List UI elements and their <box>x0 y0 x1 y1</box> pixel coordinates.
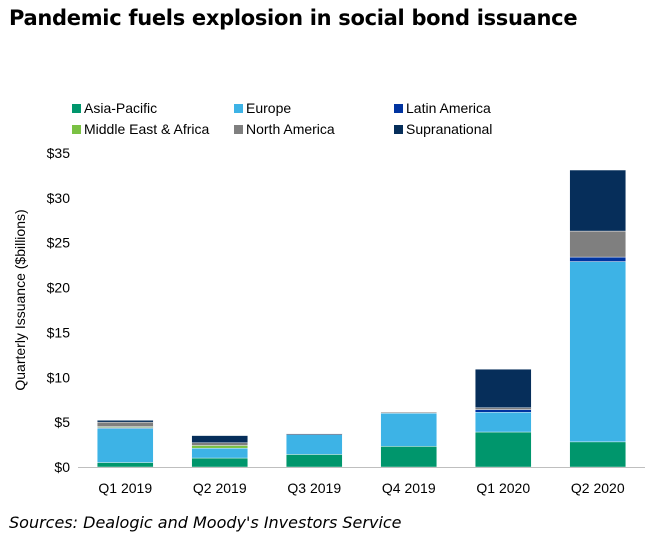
source-note: Sources: Dealogic and Moody's Investors … <box>9 513 402 532</box>
y-tick-label: $35 <box>47 145 71 161</box>
y-tick-label: $5 <box>54 414 70 430</box>
legend-swatch <box>234 125 243 134</box>
y-tick-label: $25 <box>47 235 71 251</box>
legend-swatch <box>72 125 81 134</box>
bar-segment <box>380 412 437 414</box>
y-tick-label: $10 <box>47 369 71 385</box>
x-tick-label: Q2 2020 <box>571 480 625 496</box>
bar-segment <box>191 435 248 443</box>
y-tick-label: $30 <box>47 190 71 206</box>
bar-segment <box>97 428 154 463</box>
bar-segment <box>475 412 532 433</box>
bar-segment <box>569 169 626 232</box>
x-axis: Q1 2019 Q2 2019 Q3 2019 Q4 2019 Q1 2020 Q2 20… <box>78 467 645 496</box>
bar-segment <box>97 420 154 423</box>
bar-segment <box>380 446 437 468</box>
x-tick-label: Q1 2020 <box>476 480 530 496</box>
y-tick-label: $20 <box>47 280 71 296</box>
bar-segment <box>286 454 343 468</box>
bar-segment <box>97 421 154 427</box>
legend-swatch <box>394 104 403 113</box>
bar-segment <box>380 412 437 447</box>
y-axis-label: Quarterly Issuance ($billions) <box>12 209 28 390</box>
legend: Asia-Pacific Europe Latin America Middle Ea… <box>72 100 492 137</box>
y-tick-label: $0 <box>54 459 70 475</box>
legend-swatch <box>72 104 81 113</box>
bar-segment <box>475 369 532 408</box>
legend-label: Middle East & Africa <box>84 121 209 137</box>
bars <box>97 169 626 468</box>
x-tick-label: Q4 2019 <box>382 480 436 496</box>
chart-title: Pandemic fuels explosion in social bond … <box>9 6 578 30</box>
legend-swatch <box>394 125 403 134</box>
bar-segment <box>191 447 248 459</box>
x-tick-label: Q3 2019 <box>287 480 341 496</box>
y-tick-label: $15 <box>47 324 71 340</box>
bar-segment <box>97 462 154 468</box>
bar-segment <box>569 261 626 443</box>
legend-label: Latin America <box>406 100 491 116</box>
bar-segment <box>569 256 626 262</box>
x-tick-label: Q1 2019 <box>98 480 152 496</box>
legend-label: North America <box>246 121 335 137</box>
bar-segment <box>191 445 248 449</box>
bar-segment <box>286 434 343 455</box>
y-axis: $0 $5 $10 $15 $20 $25 $30 $35 <box>47 145 71 475</box>
bar-segment <box>475 431 532 468</box>
bar-segment <box>191 442 248 446</box>
bar-segment <box>475 409 532 413</box>
legend-swatch <box>234 104 243 113</box>
legend-label: Europe <box>246 100 291 116</box>
bar-segment <box>475 407 532 410</box>
bar-segment <box>191 457 248 468</box>
legend-label: Supranational <box>406 121 492 137</box>
x-tick-label: Q2 2019 <box>193 480 247 496</box>
legend-label: Asia-Pacific <box>84 100 157 116</box>
bar-segment <box>286 433 343 435</box>
bar-segment <box>569 230 626 258</box>
bar-segment <box>569 441 626 468</box>
